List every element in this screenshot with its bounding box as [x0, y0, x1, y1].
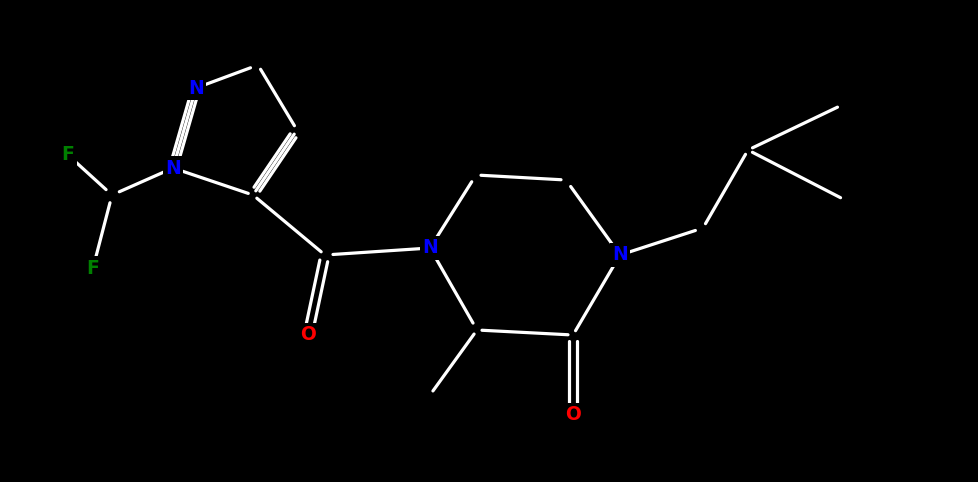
Text: N: N [422, 239, 437, 257]
Text: O: O [564, 405, 580, 425]
Text: N: N [188, 79, 203, 97]
Text: O: O [299, 325, 316, 345]
Text: N: N [611, 245, 627, 265]
Text: F: F [62, 146, 74, 164]
Text: N: N [165, 159, 181, 177]
Text: F: F [86, 258, 100, 278]
